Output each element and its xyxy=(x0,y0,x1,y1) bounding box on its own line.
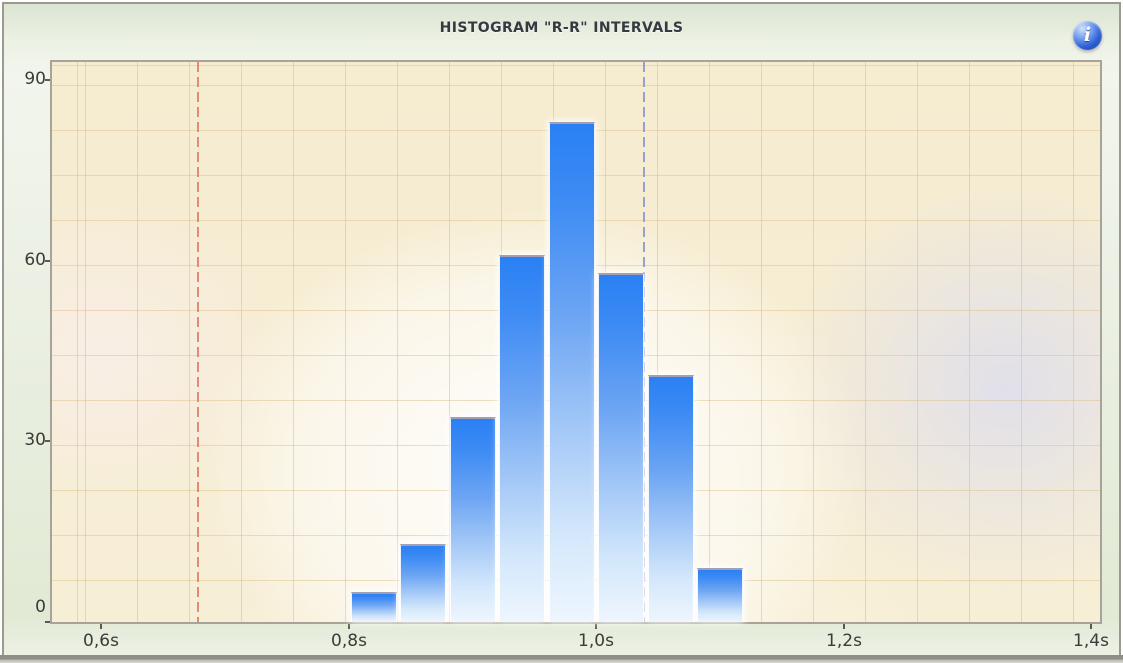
histogram-bar xyxy=(499,255,545,622)
y-tick-label: 60 xyxy=(24,250,46,270)
histogram-bar xyxy=(450,417,496,622)
x-tick xyxy=(348,624,350,629)
y-tick-label: 90 xyxy=(24,69,46,89)
histogram-bar xyxy=(697,568,743,622)
info-icon: i xyxy=(1083,24,1092,46)
upper-limit-marker xyxy=(643,62,645,622)
histogram-bar xyxy=(549,122,595,622)
plot-area xyxy=(50,60,1102,624)
x-tick xyxy=(595,624,597,629)
y-tick-label: 0 xyxy=(35,597,46,617)
histogram-bar xyxy=(598,273,644,622)
y-tick xyxy=(45,621,50,623)
chart-title: HISTOGRAM "R-R" INTERVALS xyxy=(439,20,684,36)
x-tick-label: 0,8s xyxy=(331,631,367,651)
y-tick xyxy=(45,79,50,81)
histogram-bar xyxy=(648,375,694,622)
x-tick xyxy=(100,624,102,629)
x-tick xyxy=(843,624,845,629)
y-tick xyxy=(45,260,50,262)
x-tick xyxy=(1090,624,1092,629)
info-button[interactable]: i xyxy=(1073,21,1102,50)
x-tick-label: 1,0s xyxy=(578,631,614,651)
panel-bottom-shadow xyxy=(0,655,1123,663)
y-tick-label: 30 xyxy=(24,430,46,450)
y-tick xyxy=(45,440,50,442)
x-tick-label: 0,6s xyxy=(83,631,119,651)
histogram-bar xyxy=(351,592,397,622)
histogram-bar xyxy=(400,544,446,622)
x-tick-label: 1,2s xyxy=(826,631,862,651)
x-tick-label: 1,4s xyxy=(1073,631,1109,651)
lower-limit-marker xyxy=(197,62,199,622)
